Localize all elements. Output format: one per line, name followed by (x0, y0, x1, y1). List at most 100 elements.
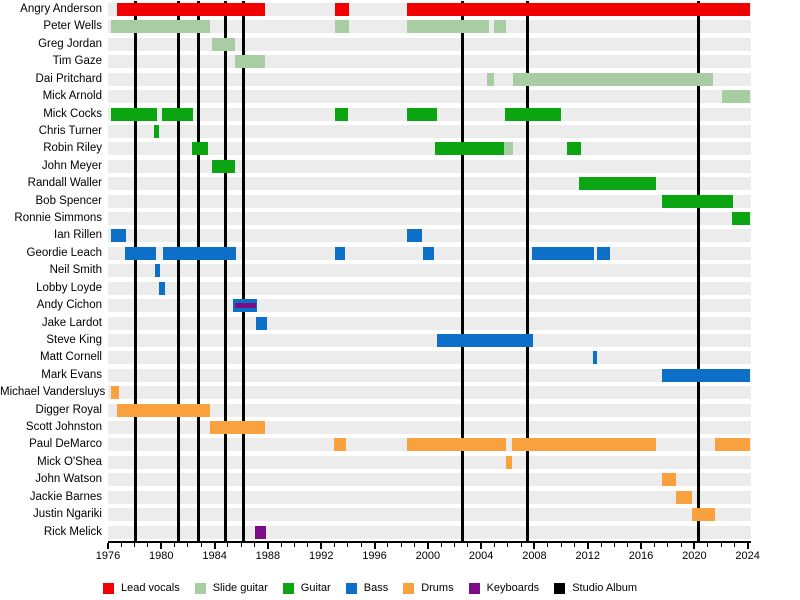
legend-item-bass: Bass (345, 582, 389, 594)
timeline-bar (661, 194, 733, 208)
member-label: Ronnie Simmons (14, 212, 102, 225)
row-band (108, 142, 751, 156)
legend-label: Slide guitar (212, 582, 268, 594)
timeline-bar (334, 107, 348, 121)
major-tick (213, 543, 216, 549)
timeline-bar (406, 3, 751, 16)
minor-tick (414, 543, 415, 547)
row-band (108, 212, 751, 226)
major-tick (693, 543, 696, 549)
member-label: Greg Jordan (38, 37, 102, 50)
major-tick (640, 543, 643, 549)
major-tick (266, 543, 269, 549)
timeline-bar (406, 229, 423, 243)
minor-tick (360, 543, 362, 547)
member-label: Mark Evans (41, 368, 102, 381)
minor-tick (547, 543, 549, 547)
timeline-bar (334, 20, 349, 34)
x-axis-tick-label: 2012 (575, 550, 600, 562)
minor-tick (254, 543, 256, 547)
minor-tick (467, 543, 469, 547)
x-axis-tick-label: 1988 (255, 550, 281, 562)
member-label: Paul DeMarco (29, 438, 102, 451)
minor-tick (493, 543, 495, 547)
timeline-bar (110, 229, 126, 243)
timeline-bar (435, 142, 504, 156)
timeline-bar (255, 316, 268, 330)
legend-item-guitar: Guitar (282, 582, 331, 594)
timeline-bar (513, 72, 713, 86)
timeline-bar (567, 142, 582, 156)
x-axis-tick-label: 2016 (628, 550, 654, 562)
row-band (108, 90, 751, 104)
timeline-bar (162, 246, 236, 260)
timeline-bar (422, 246, 435, 260)
x-axis-tick-label: 1984 (202, 550, 227, 562)
member-label: Mick O'Shea (37, 455, 102, 468)
row-band (108, 264, 751, 278)
row-band (108, 525, 751, 539)
timeline-bar (406, 20, 490, 34)
timeline-bar (531, 246, 595, 260)
member-label: Jackie Barnes (29, 490, 102, 503)
member-label: Randall Waller (27, 177, 102, 190)
timeline-bar (209, 421, 266, 435)
x-axis-tick-label: 1980 (149, 550, 174, 562)
timeline-bar (235, 303, 256, 309)
timeline-bar (406, 107, 438, 121)
minor-tick (560, 543, 562, 547)
timeline-bar (154, 264, 160, 278)
row-band (108, 351, 751, 365)
legend-label: Bass (363, 582, 389, 594)
plot-area (108, 1, 751, 543)
timeline-bar (110, 107, 158, 121)
studio-album-line (526, 1, 530, 541)
member-label: Andy Cichon (36, 299, 102, 312)
major-tick (373, 543, 376, 549)
row-band (108, 403, 751, 417)
legend-item-keyboards: Keyboards (468, 582, 539, 594)
minor-tick (187, 543, 189, 547)
minor-tick (307, 543, 309, 547)
member-label: Justin Ngariki (32, 508, 102, 521)
minor-tick (667, 543, 669, 547)
row-band (108, 55, 751, 69)
timeline-bar (487, 72, 494, 86)
guitar-swatch (282, 582, 294, 594)
minor-tick (440, 543, 442, 547)
timeline-bar (675, 490, 693, 504)
member-label: Geordie Leach (26, 246, 102, 259)
studio-album-line (242, 1, 246, 541)
timeline-bar (662, 473, 677, 487)
minor-tick (600, 543, 602, 547)
timeline-bar (505, 455, 512, 469)
timeline-bar (234, 55, 266, 69)
x-axis-tick-label: 2020 (682, 550, 707, 562)
major-tick (480, 543, 483, 549)
row-band (108, 421, 751, 435)
legend-label: Guitar (300, 582, 331, 594)
timeline-bar (503, 142, 514, 156)
minor-tick (240, 543, 242, 547)
minor-tick (453, 543, 455, 547)
bass-swatch (345, 582, 357, 594)
studio-album-line (223, 1, 227, 541)
member-label: Mick Cocks (43, 107, 102, 120)
timeline-bar (211, 37, 235, 51)
member-label: Digger Royal (35, 403, 102, 416)
x-axis-tick-label: 2008 (522, 550, 547, 562)
minor-tick (573, 543, 575, 547)
legend-label: Drums (421, 582, 454, 594)
timeline-bar (597, 246, 611, 260)
timeline-bar (117, 3, 266, 16)
member-label: Dai Pritchard (35, 72, 102, 85)
member-label: Tim Gaze (52, 55, 102, 68)
member-label: Jake Lardot (41, 316, 102, 329)
minor-tick (134, 543, 136, 547)
row-band (108, 299, 751, 313)
timeline-bar (494, 20, 507, 34)
row-band (108, 455, 751, 469)
member-label: Lobby Loyde (36, 281, 102, 294)
timeline-bar (511, 438, 657, 452)
